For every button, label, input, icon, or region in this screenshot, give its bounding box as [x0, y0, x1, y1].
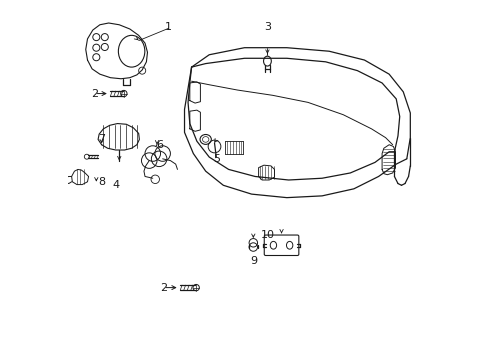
- Text: 2: 2: [91, 89, 98, 99]
- Text: 8: 8: [98, 177, 105, 187]
- Text: 1: 1: [165, 22, 172, 32]
- Text: 7: 7: [98, 134, 105, 144]
- Text: 4: 4: [112, 180, 119, 190]
- Text: 3: 3: [264, 22, 270, 32]
- Text: 5: 5: [212, 154, 219, 164]
- Text: 6: 6: [156, 140, 163, 150]
- Text: 9: 9: [249, 256, 256, 266]
- Text: 10: 10: [260, 230, 274, 240]
- Text: 2: 2: [160, 283, 166, 293]
